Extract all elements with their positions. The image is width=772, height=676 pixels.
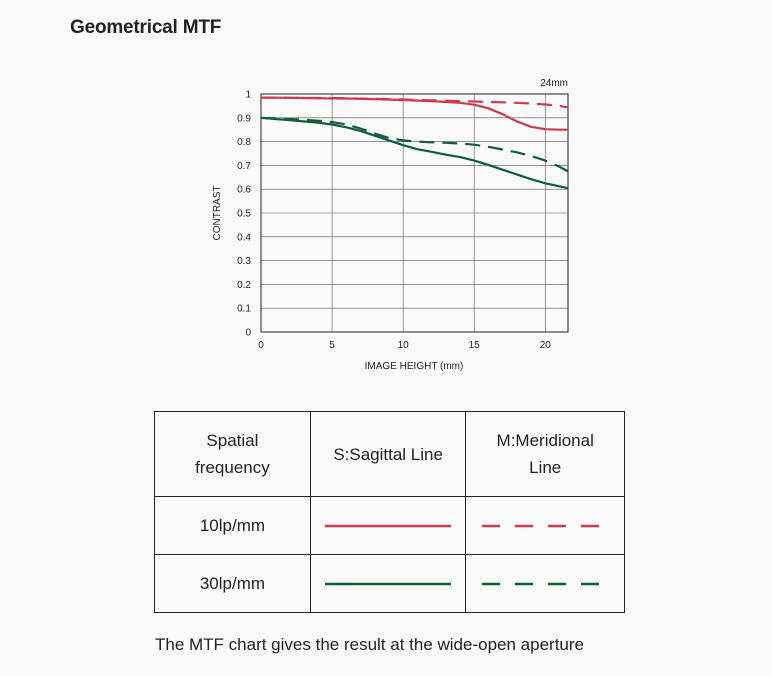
- y-tick-label: 0.6: [237, 185, 251, 196]
- header-meridional-line2: Line: [529, 458, 562, 477]
- page-title: Geometrical MTF: [70, 17, 222, 38]
- y-tick-label: 1: [245, 90, 251, 101]
- legend-row-10lp: 10lp/mm: [154, 496, 625, 555]
- legend-row-30lp: 30lp/mm: [154, 554, 625, 613]
- y-tick-label: 0: [245, 328, 251, 339]
- legend-table: Spatial frequency S:Sagittal Line M:Merid…: [154, 411, 625, 613]
- y-tick-label: 0.3: [237, 256, 251, 267]
- y-tick-label: 0.5: [237, 209, 251, 220]
- series-lines: [260, 96, 569, 190]
- x-tick-label: 10: [398, 340, 410, 351]
- sagittal-sample-cell: [309, 554, 467, 613]
- meridional-sample-cell: [465, 496, 625, 555]
- x-tick-label: 20: [540, 340, 552, 351]
- sagittal-line-sample: [325, 524, 452, 527]
- x-tick-labels: 0 5 10 15 20: [258, 340, 551, 351]
- y-tick-label: 0.4: [237, 232, 251, 243]
- y-tick-labels: 0 0.1 0.2 0.3 0.4 0.5 0.6 0.7 0.8 0.9 1: [237, 90, 251, 339]
- y-tick-label: 0.2: [237, 280, 251, 291]
- y-tick-label: 0.1: [237, 304, 251, 315]
- chart-caption: The MTF chart gives the result at the wi…: [155, 635, 584, 654]
- series-m10-line: [260, 96, 569, 109]
- legend-header-row: Spatial frequency S:Sagittal Line M:Merid…: [154, 411, 625, 497]
- x-axis-label: IMAGE HEIGHT (mm): [365, 361, 464, 372]
- frequency-label: 10lp/mm: [154, 496, 311, 555]
- focal-length-annotation: 24mm: [540, 78, 568, 89]
- y-axis-label: CONTRAST: [212, 186, 223, 241]
- meridional-line-sample: [482, 582, 609, 585]
- header-spatial-frequency: Spatial frequency: [154, 411, 311, 497]
- frequency-label: 30lp/mm: [154, 554, 311, 613]
- x-tick-label: 15: [469, 340, 481, 351]
- x-tick-label: 5: [329, 340, 335, 351]
- meridional-sample-cell: [465, 554, 625, 613]
- plot-frame: [260, 93, 569, 333]
- y-tick-label: 0.7: [237, 161, 251, 172]
- x-tick-label: 0: [258, 340, 264, 351]
- meridional-line-sample: [482, 524, 609, 527]
- header-meridional-line1: M:Meridional: [496, 431, 594, 450]
- y-tick-label: 0.9: [237, 113, 251, 124]
- header-sagittal-label: S:Sagittal Line: [333, 444, 443, 464]
- grid-lines: [260, 93, 568, 333]
- mtf-chart: 0 0.1 0.2 0.3 0.4 0.5 0.6 0.7 0.8 0.9 1 0 5 10 15 20 2…: [212, 78, 569, 372]
- series-s30-line: [260, 116, 569, 190]
- header-meridional: M:Meridional Line: [465, 411, 625, 497]
- y-tick-label: 0.8: [237, 137, 251, 148]
- series-m30-line: [260, 116, 569, 173]
- sagittal-sample-cell: [309, 496, 467, 555]
- header-spatial-line1: Spatial: [206, 431, 259, 450]
- header-sagittal: S:Sagittal Line: [309, 411, 467, 497]
- header-spatial-line2: frequency: [195, 458, 270, 477]
- sagittal-line-sample: [325, 582, 452, 585]
